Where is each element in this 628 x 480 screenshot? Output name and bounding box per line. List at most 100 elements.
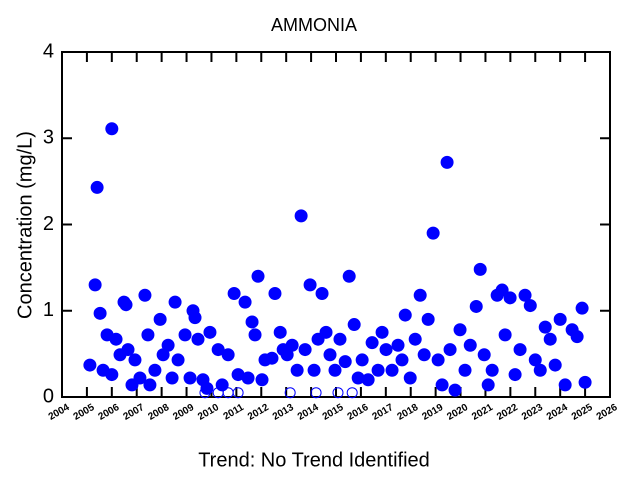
data-point [255, 373, 269, 387]
data-point [119, 298, 133, 312]
data-point [417, 348, 431, 362]
data-point [171, 353, 185, 367]
data-point [90, 180, 104, 194]
x-tick-label: 2013 [271, 402, 296, 423]
data-point [232, 387, 244, 399]
data-point [83, 358, 97, 372]
data-point [355, 353, 369, 367]
data-point [307, 363, 321, 377]
data-point [379, 343, 393, 357]
data-point [178, 328, 192, 342]
data-point [241, 371, 255, 385]
data-point [553, 312, 567, 326]
data-point [105, 122, 119, 136]
data-point [443, 343, 457, 357]
data-point [558, 378, 572, 392]
x-tick-label: 2015 [321, 402, 346, 423]
data-point [294, 209, 308, 223]
data-point [303, 278, 317, 292]
data-point [485, 363, 499, 377]
data-point [153, 312, 167, 326]
x-tick-label: 2010 [196, 402, 221, 423]
data-point [319, 325, 333, 339]
data-point [453, 323, 467, 337]
data-point [426, 226, 440, 240]
x-tick-label: 2020 [445, 402, 470, 423]
x-tick-label: 2018 [395, 402, 420, 423]
x-tick-label: 2019 [420, 402, 445, 423]
y-tick-label: 3 [43, 127, 54, 149]
data-point [265, 351, 279, 365]
x-tick-label: 2011 [222, 402, 247, 423]
data-point [161, 338, 175, 352]
data-point [168, 295, 182, 309]
x-tick-label: 2025 [570, 402, 595, 423]
x-tick-label: 2009 [171, 402, 196, 423]
data-point [248, 328, 262, 342]
data-point [310, 387, 322, 399]
x-tick-label: 2005 [72, 402, 97, 423]
data-point [533, 363, 547, 377]
data-point [361, 373, 375, 387]
x-tick-label: 2008 [146, 402, 171, 423]
data-point [458, 363, 472, 377]
data-point [199, 387, 211, 399]
data-point [245, 315, 259, 329]
data-point [273, 325, 287, 339]
data-point [440, 155, 454, 169]
data-point [403, 371, 417, 385]
data-point [371, 363, 385, 377]
data-point [105, 368, 119, 382]
data-point [165, 371, 179, 385]
data-point [495, 283, 509, 297]
data-point [323, 348, 337, 362]
data-point [298, 343, 312, 357]
data-point [448, 383, 462, 397]
data-point [498, 328, 512, 342]
data-point [191, 332, 205, 346]
data-point [543, 332, 557, 346]
data-point [338, 355, 352, 369]
data-point [375, 325, 389, 339]
chart-title: AMMONIA [271, 15, 357, 35]
data-point [523, 299, 537, 313]
data-point [570, 330, 584, 344]
data-point [268, 287, 282, 300]
data-point [221, 348, 235, 362]
data-point [133, 371, 147, 385]
data-point [332, 387, 344, 399]
x-tick-label: 2026 [595, 402, 620, 423]
data-point [143, 378, 157, 392]
y-tick-label: 4 [43, 40, 54, 62]
data-point [211, 343, 225, 357]
y-axis-label: Concentration (mg/L) [14, 131, 36, 319]
data-point [473, 262, 487, 276]
data-point [528, 353, 542, 367]
data-point [385, 363, 399, 377]
data-point [395, 353, 409, 367]
data-point [284, 387, 296, 399]
data-point [513, 343, 527, 357]
x-tick-label: 2023 [520, 402, 545, 423]
caption: Trend: No Trend Identified [198, 449, 430, 471]
data-point [138, 288, 152, 302]
y-tick-label: 0 [43, 385, 54, 407]
x-tick-label: 2007 [121, 402, 146, 423]
data-point [508, 368, 522, 382]
data-point [431, 353, 445, 367]
data-point [435, 378, 449, 392]
data-point [227, 287, 241, 300]
data-point [575, 301, 589, 315]
x-tick-label: 2024 [545, 402, 570, 423]
data-point [398, 308, 412, 322]
data-point [548, 358, 562, 372]
data-point [238, 295, 252, 309]
data-point [413, 288, 427, 302]
data-point [128, 353, 142, 367]
data-point [477, 348, 491, 362]
data-point [188, 311, 202, 325]
data-point [203, 325, 217, 339]
data-point [333, 332, 347, 346]
data-point [347, 318, 361, 332]
